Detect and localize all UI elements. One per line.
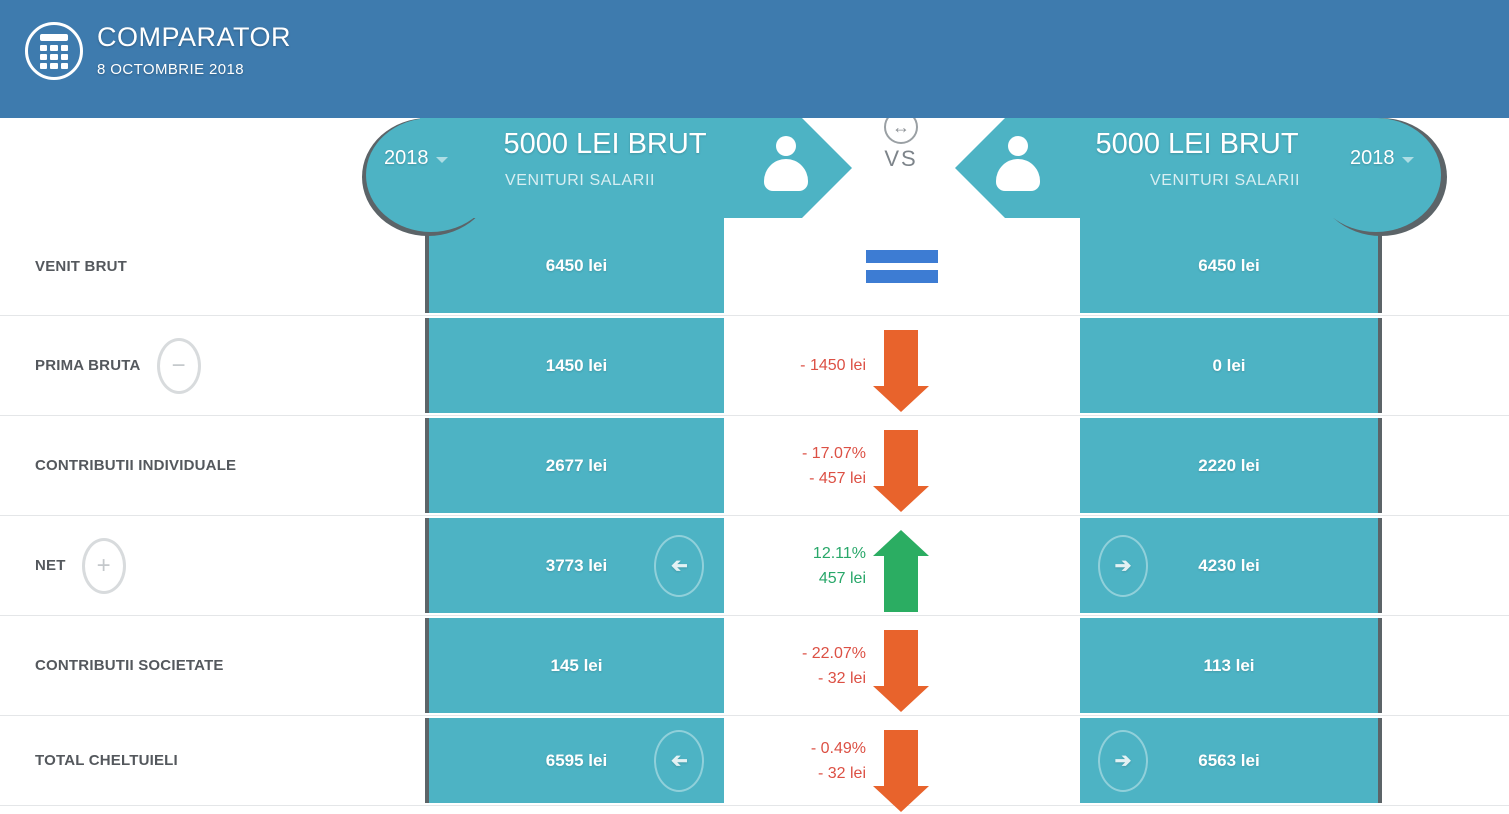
- value-cell-left: 1450 lei: [425, 318, 724, 413]
- swap-glyph: ↔: [892, 116, 910, 137]
- change-line: - 22.07%: [801, 644, 866, 662]
- change-line: - 17.07%: [801, 444, 866, 462]
- nav-arrow-glyph: ➔: [1114, 750, 1132, 772]
- app-title: COMPARATOR: [97, 22, 292, 52]
- row-label: PRIMA BRUTA: [35, 357, 141, 374]
- change-line: 457 lei: [818, 569, 866, 587]
- cell-value: 0 lei: [1212, 355, 1246, 375]
- cell-value: 6595 lei: [545, 750, 608, 770]
- equals-icon: [866, 218, 938, 315]
- table-row: TOTAL CHELTUIELI ➔ 6595 lei - 0.49% - 32 lei…: [0, 716, 1509, 812]
- person-icon: [763, 136, 809, 191]
- arrow-left-icon[interactable]: ➔: [654, 729, 704, 792]
- comparison-table: VENIT BRUT 6450 lei 6450 lei PRIMA BRUTA − 14…: [0, 218, 1509, 812]
- change-column: - 1450 lei: [724, 316, 1080, 415]
- top-bar: COMPARATOR 8 OCTOMBRIE 2018: [0, 0, 1509, 118]
- arrow-down-icon: [873, 730, 929, 812]
- change-text: - 0.49% - 32 lei: [811, 716, 866, 805]
- change-column: - 17.07% - 457 lei: [724, 416, 1080, 515]
- table-row: VENIT BRUT 6450 lei 6450 lei: [0, 218, 1509, 316]
- arrow-down-icon: [873, 330, 929, 412]
- arrow-left-icon[interactable]: ➔: [654, 534, 704, 597]
- change-line: 12.11%: [812, 544, 866, 562]
- cell-value: 2220 lei: [1198, 455, 1260, 475]
- row-label: NET: [35, 557, 66, 574]
- change-line: - 32 lei: [817, 764, 866, 782]
- row-label: VENIT BRUT: [35, 258, 127, 275]
- change-text: - 22.07% - 32 lei: [802, 616, 866, 715]
- row-label: TOTAL CHELTUIELI: [35, 752, 178, 769]
- table-row: CONTRIBUTII SOCIETATE 145 lei - 22.07% - 32…: [0, 616, 1509, 716]
- cell-value: 4230 lei: [1198, 555, 1260, 575]
- left-panel-subtitle: VENITURI SALARII: [504, 172, 656, 189]
- left-panel-arrow-point: [802, 118, 852, 218]
- value-cell-right: 6450 lei: [1080, 218, 1382, 313]
- chevron-down-icon: [435, 157, 448, 163]
- cell-value: 3773 lei: [545, 555, 608, 575]
- left-year-label: 2018: [384, 147, 429, 169]
- chevron-down-icon: [1401, 157, 1414, 163]
- nav-arrow-glyph: ➔: [670, 750, 688, 772]
- change-text: - 1450 lei: [800, 316, 866, 415]
- cell-value: 145 lei: [550, 655, 603, 675]
- cell-value: 113 lei: [1203, 655, 1255, 675]
- value-cell-right: 113 lei: [1080, 618, 1382, 713]
- value-cell-left: 6450 lei: [425, 218, 724, 313]
- right-year-label: 2018: [1350, 147, 1395, 169]
- change-text: - 17.07% - 457 lei: [802, 416, 866, 515]
- minus-icon[interactable]: −: [156, 337, 201, 394]
- right-panel-subtitle: VENITURI SALARII: [1149, 172, 1301, 189]
- arrow-down-icon: [873, 630, 929, 712]
- calculator-icon: [25, 22, 83, 80]
- arrow-right-icon[interactable]: ➔: [1098, 729, 1148, 792]
- value-cell-right: ➔ 6563 lei: [1080, 718, 1382, 803]
- cell-value: 2677 lei: [545, 455, 608, 475]
- cell-value: 1450 lei: [545, 355, 608, 375]
- value-cell-right: 0 lei: [1080, 318, 1382, 413]
- change-column: - 22.07% - 32 lei: [724, 616, 1080, 715]
- table-row: PRIMA BRUTA − 1450 lei - 1450 lei 0 lei: [0, 316, 1509, 416]
- value-cell-left: 145 lei: [425, 618, 724, 713]
- right-year-select[interactable]: 2018: [1350, 147, 1414, 170]
- change-text: 12.11% 457 lei: [813, 516, 866, 615]
- cell-value: 6563 lei: [1198, 750, 1260, 770]
- change-column: 12.11% 457 lei: [724, 516, 1080, 615]
- change-line: - 1450 lei: [800, 357, 866, 374]
- nav-arrow-glyph: ➔: [670, 555, 688, 577]
- table-row: CONTRIBUTII INDIVIDUALE 2677 lei - 17.07% -…: [0, 416, 1509, 516]
- row-label: CONTRIBUTII SOCIETATE: [35, 657, 224, 674]
- table-row: NET + ➔ 3773 lei 12.11% 457 lei ➔ 4230 lei: [0, 516, 1509, 616]
- value-cell-left: 2677 lei: [425, 418, 724, 513]
- change-column: [724, 218, 1080, 315]
- cell-value: 6450 lei: [1198, 255, 1260, 275]
- nav-arrow-glyph: ➔: [1114, 555, 1132, 577]
- plus-icon[interactable]: +: [81, 537, 126, 594]
- value-cell-left: ➔ 3773 lei: [425, 518, 724, 613]
- arrow-right-icon[interactable]: ➔: [1098, 534, 1148, 597]
- left-panel: [420, 118, 802, 218]
- change-line: - 457 lei: [809, 469, 866, 487]
- left-year-select[interactable]: 2018: [384, 147, 448, 170]
- change-column: - 0.49% - 32 lei: [724, 716, 1080, 812]
- cell-value: 6450 lei: [545, 255, 608, 275]
- right-panel-arrow-point: [955, 118, 1005, 218]
- person-icon: [995, 136, 1041, 191]
- change-line: - 32 lei: [817, 669, 866, 687]
- value-cell-left: ➔ 6595 lei: [425, 718, 724, 803]
- vs-label: VS: [884, 146, 918, 171]
- value-cell-right: ➔ 4230 lei: [1080, 518, 1382, 613]
- app-date: 8 OCTOMBRIE 2018: [97, 61, 245, 78]
- value-cell-right: 2220 lei: [1080, 418, 1382, 513]
- left-panel-title: 5000 LEI BRUT: [503, 128, 707, 160]
- right-panel: [1005, 118, 1377, 218]
- change-line: - 0.49%: [810, 739, 866, 757]
- row-label: CONTRIBUTII INDIVIDUALE: [35, 457, 237, 474]
- arrow-down-icon: [873, 430, 929, 512]
- right-panel-title: 5000 LEI BRUT: [1095, 128, 1299, 160]
- arrow-up-icon: [873, 530, 929, 612]
